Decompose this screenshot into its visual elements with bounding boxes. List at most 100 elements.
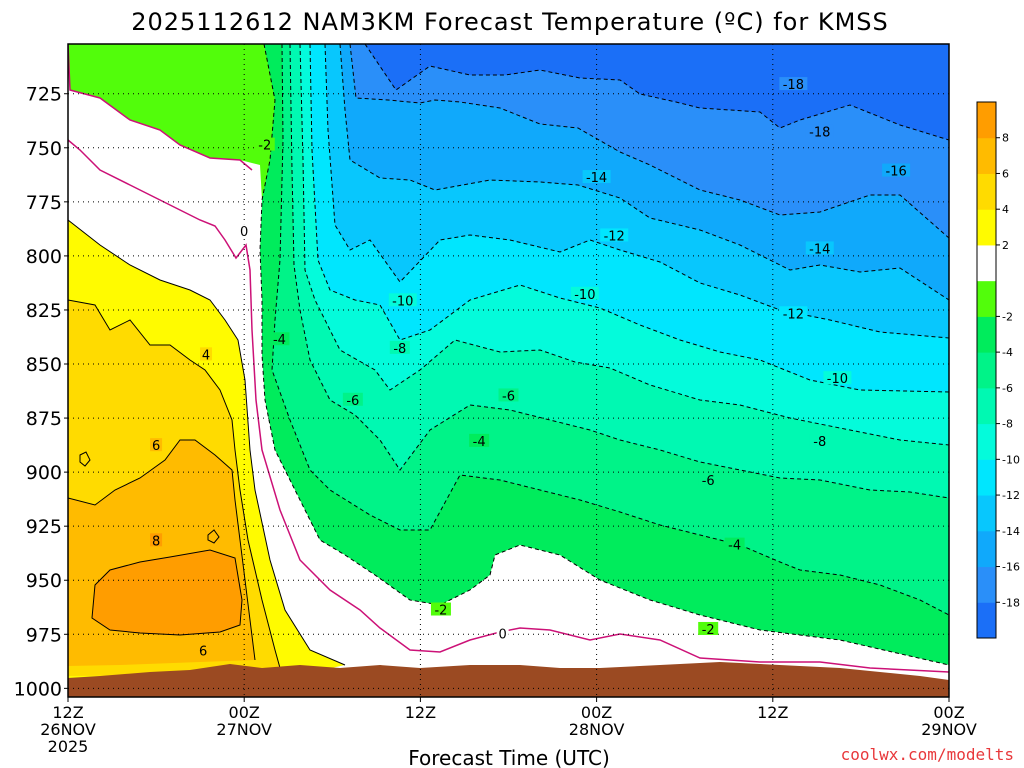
y-tick-label: 725 xyxy=(26,84,62,106)
contour-label: 0 xyxy=(240,225,248,240)
x-tick-label: 29NOV xyxy=(921,720,977,739)
contour-label: -10 xyxy=(392,294,413,309)
contour-label: -10 xyxy=(574,288,595,303)
contour-label-bg xyxy=(200,347,213,361)
contour-label: -14 xyxy=(809,242,830,257)
y-tick-label: 775 xyxy=(26,192,62,214)
contour-label-bg xyxy=(254,137,275,151)
x-tick-label: 00Z xyxy=(933,703,964,722)
contour-label: -16 xyxy=(886,165,907,180)
contour-label: -6 xyxy=(702,474,715,489)
contour-label-bg xyxy=(150,438,163,452)
y-tick-label: 875 xyxy=(26,408,62,430)
x-tick-label: 28NOV xyxy=(569,720,625,739)
plot-frame xyxy=(67,43,950,698)
y-tick-label: 825 xyxy=(26,300,62,322)
y-tick-label: 800 xyxy=(26,246,62,268)
contour-label-bg xyxy=(570,286,599,300)
plot-area: -18 -18 -16 -14 -14 -12 -12 -10 -10 -10 -8 -8 -6 -6 -6… xyxy=(68,44,949,697)
contour-label-bg xyxy=(498,388,519,402)
contour-label: -18 xyxy=(783,78,804,93)
colorbar-segment xyxy=(977,280,996,317)
y-tick-label: 925 xyxy=(26,516,62,538)
contour-label: 8 xyxy=(152,534,160,549)
colorbar-segment xyxy=(977,530,996,568)
y-axis: 725 750 775 800 825 850 875 900 925 950 975 1000 xyxy=(14,84,68,700)
x-tick-label: 00Z xyxy=(229,703,260,722)
colorbar-tick-label: -2 xyxy=(1002,310,1013,323)
contour-label: -8 xyxy=(393,342,406,357)
contour-label-bg xyxy=(724,537,745,551)
contour-label: -18 xyxy=(809,126,830,141)
grid xyxy=(68,44,949,697)
contour-label-bg xyxy=(882,163,911,177)
colorbar-segment xyxy=(977,602,996,639)
contour-label-bg xyxy=(469,433,490,447)
contour-labels: -18 -18 -16 -14 -14 -12 -12 -10 -10 -10 -8 -8 -6 -6 -6… xyxy=(150,77,911,660)
x-tick-label: 26NOV xyxy=(40,720,96,739)
contour-label: -8 xyxy=(813,435,826,450)
contour-label-bg xyxy=(805,241,834,255)
contour-label-bg xyxy=(388,293,417,307)
colorbar-tick-label: 2 xyxy=(1002,239,1009,252)
colorbar-tick-label: 4 xyxy=(1002,203,1009,216)
x-tick-label: 12Z xyxy=(757,703,788,722)
contour-label-bg xyxy=(238,224,251,238)
y-tick-label: 900 xyxy=(26,462,62,484)
contour-label: -4 xyxy=(273,333,286,348)
contour-label-bg xyxy=(269,332,290,346)
contour-label-bg xyxy=(698,472,719,486)
contour-label-bg xyxy=(600,228,629,242)
colorbar-tick-label: -16 xyxy=(1002,561,1020,574)
band-0-2 xyxy=(68,44,949,697)
x-tick-label: 27NOV xyxy=(216,720,272,739)
contour-label-bg xyxy=(805,124,834,138)
colorbar-tick-label: 8 xyxy=(1002,132,1009,145)
contour-label: -2 xyxy=(258,139,271,154)
colorbar-tick-label: -14 xyxy=(1002,525,1020,538)
colorbar-segment xyxy=(977,495,996,532)
contour-label-bg xyxy=(150,533,163,547)
colorbar-tick-label: -4 xyxy=(1002,346,1013,359)
contour-label-bg xyxy=(823,371,852,385)
contour-label: -2 xyxy=(434,604,447,619)
contour-label: -6 xyxy=(502,389,515,404)
colorbar-segment xyxy=(977,209,996,246)
contour-label: -4 xyxy=(728,539,741,554)
x-axis-label: Forecast Time (UTC) xyxy=(408,746,610,768)
contour-label-bg xyxy=(809,433,830,447)
contour-label: 6 xyxy=(199,645,207,660)
colorbar-segment xyxy=(977,423,996,460)
colorbar-frame xyxy=(976,101,997,639)
y-tick-label: 975 xyxy=(26,624,62,646)
contour-label-bg xyxy=(779,306,808,320)
contour-label: -12 xyxy=(604,229,625,244)
colorbar-segment xyxy=(977,244,996,282)
x-tick-label: 12Z xyxy=(405,703,436,722)
contour-label-bg xyxy=(779,77,808,91)
contour-label: 6 xyxy=(152,439,160,454)
y-tick-label: 950 xyxy=(26,570,62,592)
contour-label-bg xyxy=(582,170,611,184)
colorbar-segment xyxy=(977,137,996,174)
colorbar-tick-label: -12 xyxy=(1002,489,1020,502)
colorbar-tick-label: -10 xyxy=(1002,453,1020,466)
contour-label-bg xyxy=(698,621,719,635)
contour-label: -6 xyxy=(346,394,359,409)
chart-title: 2025112612 NAM3KM Forecast Temperature (… xyxy=(131,8,889,36)
y-tick-label: 750 xyxy=(26,138,62,160)
colorbar-tick-label: -18 xyxy=(1002,596,1020,609)
y-tick-label: 1000 xyxy=(14,678,62,700)
x-tick-label: 12Z xyxy=(52,703,83,722)
colorbar: -18 -16 -14 -12 -10 -8 -6 -4 -2 2 4 6 8 xyxy=(976,101,1020,639)
contour-label-bg xyxy=(389,340,410,354)
contour-label: -14 xyxy=(586,171,607,186)
colorbar-segment xyxy=(977,566,996,603)
contour-label-bg xyxy=(430,602,451,616)
contour-label: 4 xyxy=(202,348,210,363)
colorbar-segment xyxy=(977,459,996,496)
credit-text: coolwx.com/modelts xyxy=(841,745,1014,764)
contour-label-bg xyxy=(197,643,210,657)
temperature-fill-layers xyxy=(68,44,949,697)
